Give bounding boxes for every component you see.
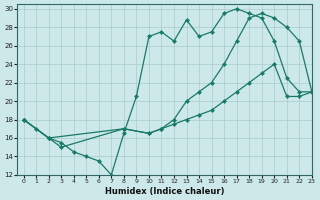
X-axis label: Humidex (Indice chaleur): Humidex (Indice chaleur) — [105, 187, 224, 196]
